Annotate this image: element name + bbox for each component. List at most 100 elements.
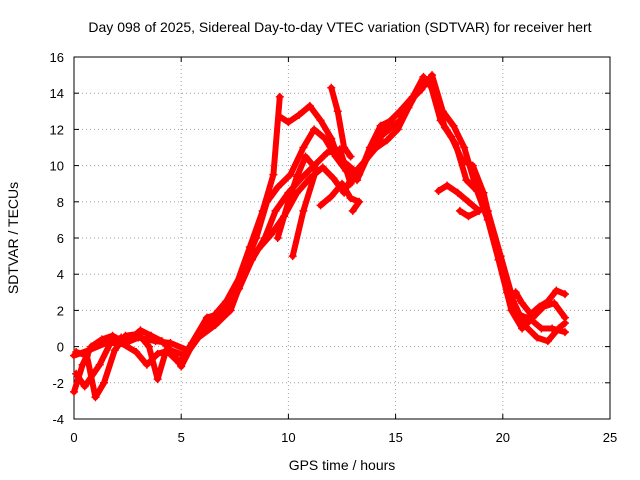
x-tick-label: 10 [281, 430, 295, 445]
data-point-marker [91, 393, 100, 402]
data-point-marker [262, 197, 271, 206]
series-track-10 [273, 152, 321, 261]
data-point-marker [453, 188, 462, 197]
data-point-marker [136, 326, 145, 335]
data-point-marker [226, 306, 235, 315]
data-point-marker [372, 143, 381, 152]
data-point-marker [331, 152, 340, 161]
data-point-marker [288, 252, 297, 261]
data-point-marker [443, 181, 452, 190]
series-track-9 [511, 286, 569, 319]
chart-title: Day 098 of 2025, Sidereal Day-to-day VTE… [88, 19, 591, 35]
series-track-7 [327, 83, 355, 161]
data-point-marker [147, 331, 156, 340]
data-point-marker [355, 197, 364, 206]
data-point-marker [153, 375, 162, 384]
data-point-marker [329, 174, 338, 183]
data-point-marker [408, 92, 417, 101]
data-point-marker [395, 107, 404, 116]
data-point-marker [526, 310, 535, 319]
data-point-marker [241, 266, 250, 275]
data-point-marker [275, 112, 284, 121]
data-point-marker [205, 317, 214, 326]
data-point-marker [273, 183, 282, 192]
data-point-marker [85, 346, 94, 355]
x-tick-label: 5 [178, 430, 185, 445]
data-point-marker [361, 156, 370, 165]
data-point-marker [305, 101, 314, 110]
series-line [276, 102, 395, 178]
data-point-marker [327, 192, 336, 201]
data-point-marker [269, 170, 278, 179]
data-point-marker [70, 351, 78, 360]
data-point-marker [543, 297, 552, 306]
y-tick-label: -2 [52, 376, 64, 391]
data-point-marker [284, 118, 293, 127]
x-axis-label: GPS time / hours [289, 457, 396, 473]
y-tick-label: 10 [50, 159, 64, 174]
data-point-marker [419, 72, 428, 81]
data-point-marker [95, 360, 104, 369]
data-point-marker [117, 338, 126, 347]
data-point-marker [393, 125, 402, 134]
data-point-marker [299, 143, 308, 152]
data-point-marker [346, 152, 355, 161]
data-point-marker [449, 121, 458, 130]
data-point-marker [254, 244, 263, 253]
data-point-marker [292, 172, 301, 181]
y-tick-label: 12 [50, 122, 64, 137]
x-tick-label: 25 [603, 430, 617, 445]
data-point-marker [533, 333, 542, 342]
data-point-marker [348, 206, 357, 215]
data-point-marker [464, 212, 473, 221]
data-point-marker [322, 148, 331, 157]
data-point-marker [157, 337, 166, 346]
data-point-marker [395, 116, 404, 125]
data-point-marker [194, 333, 203, 342]
series-line [328, 84, 354, 160]
data-point-marker [560, 328, 569, 337]
data-point-marker [110, 346, 119, 355]
data-point-marker [560, 290, 569, 299]
data-point-marker [153, 349, 162, 358]
data-point-marker [295, 110, 304, 119]
data-point-marker [252, 234, 261, 242]
data-point-marker [166, 346, 175, 355]
data-point-marker [537, 324, 546, 333]
data-point-marker [464, 197, 473, 206]
y-tick-label: 14 [50, 86, 64, 101]
data-point-marker [284, 197, 293, 206]
data-point-marker [142, 360, 151, 369]
data-point-marker [440, 123, 449, 132]
y-tick-label: 2 [57, 303, 64, 318]
data-point-marker [494, 255, 503, 264]
x-tick-label: 0 [70, 430, 77, 445]
y-tick-label: -4 [52, 412, 64, 427]
axis-ticks: 0 5 10 15 20 25 -4 -2 0 2 4 6 8 10 12 14 16 [50, 50, 618, 445]
data-point-marker [507, 306, 516, 315]
data-point-marker [100, 378, 109, 387]
data-point-marker [535, 302, 544, 311]
data-point-marker [70, 387, 78, 396]
data-point-marker [318, 163, 327, 172]
data-point-marker [383, 136, 392, 145]
y-tick-label: 4 [57, 267, 64, 282]
data-point-marker [346, 194, 355, 203]
y-tick-label: 6 [57, 231, 64, 246]
data-point-marker [267, 230, 276, 239]
data-point-marker [554, 324, 563, 333]
data-point-marker [181, 351, 190, 360]
data-point-marker [299, 206, 308, 215]
data-point-marker [273, 234, 282, 242]
data-point-marker [462, 176, 471, 185]
data-point-marker [518, 324, 527, 333]
data-point-marker [327, 83, 336, 92]
data-point-marker [552, 286, 561, 295]
data-point-marker [550, 299, 559, 308]
data-point-marker [271, 206, 280, 215]
data-point-marker [320, 134, 329, 143]
data-point-marker [348, 170, 357, 179]
data-point-marker [312, 165, 321, 174]
data-point-marker [316, 116, 325, 125]
y-axis-label: SDTVAR / TECUs [5, 182, 21, 294]
